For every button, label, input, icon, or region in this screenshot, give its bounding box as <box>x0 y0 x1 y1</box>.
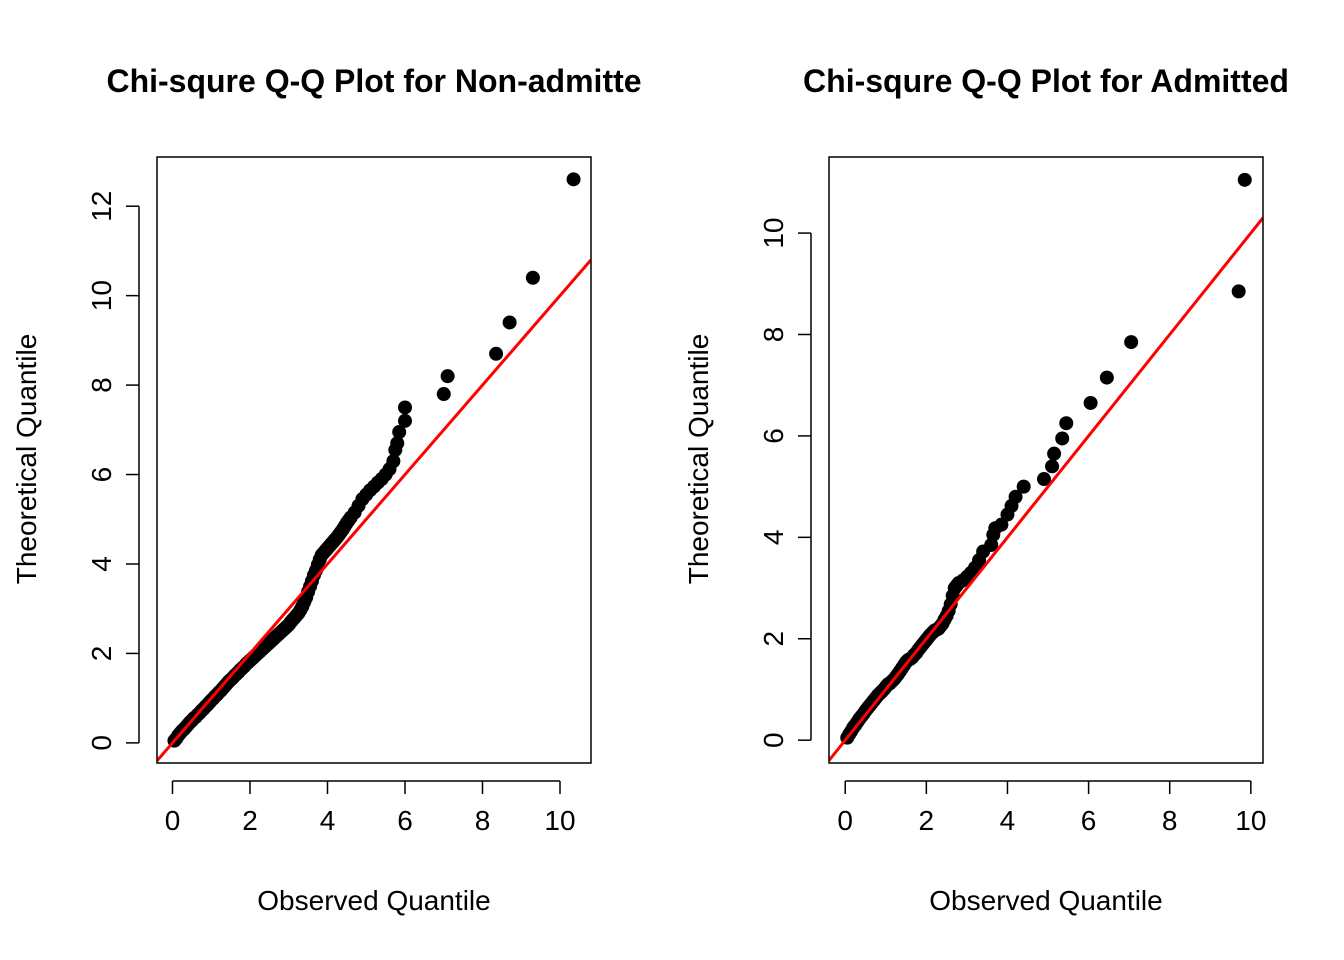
qq-plot-admitted: Chi-squre Q-Q Plot for Admitted 0 2 4 6 8 100… <box>683 63 1289 916</box>
data-point <box>1124 335 1139 350</box>
y-tick-label: 10 <box>86 280 117 311</box>
x-axis: 0 2 4 6 8 10 <box>837 780 1266 836</box>
data-point <box>502 315 517 330</box>
data-point <box>1237 172 1252 187</box>
data-points <box>167 172 581 748</box>
data-point <box>489 346 504 361</box>
data-point <box>566 172 581 187</box>
y-tick-label: 0 <box>86 735 117 751</box>
x-tick-label: 4 <box>1000 805 1016 836</box>
data-point <box>1099 370 1114 385</box>
x-tick-label: 2 <box>919 805 935 836</box>
x-tick-label: 4 <box>320 805 336 836</box>
y-tick-label: 10 <box>758 217 789 248</box>
y-tick-label: 6 <box>758 428 789 444</box>
x-tick-label: 6 <box>397 805 413 836</box>
x-tick-label: 0 <box>837 805 853 836</box>
x-tick-label: 8 <box>475 805 491 836</box>
qq-plot-non-admitted: Chi-squre Q-Q Plot for Non-admitte 0 2 4 6 8… <box>11 63 642 916</box>
y-tick-label: 8 <box>758 327 789 343</box>
data-point <box>1083 395 1098 410</box>
data-point <box>390 436 405 451</box>
y-tick-label: 6 <box>86 467 117 483</box>
y-axis-label: Theoretical Quantile <box>11 334 42 585</box>
reference-line <box>157 258 591 762</box>
chart-title: Chi-squre Q-Q Plot for Admitted <box>803 63 1289 99</box>
y-tick-label: 2 <box>86 646 117 662</box>
x-axis: 0 2 4 6 8 10 <box>165 780 576 836</box>
data-point <box>440 369 455 384</box>
data-point <box>994 517 1009 532</box>
data-point <box>398 400 412 415</box>
y-axis: 0 2 4 6 8 10 12 <box>86 191 140 751</box>
x-tick-label: 10 <box>544 805 575 836</box>
y-tick-label: 2 <box>758 631 789 647</box>
x-tick-label: 2 <box>242 805 258 836</box>
data-point <box>1045 459 1060 474</box>
x-axis-label: Observed Quantile <box>257 885 490 916</box>
x-tick-label: 6 <box>1081 805 1097 836</box>
x-axis-label: Observed Quantile <box>929 885 1162 916</box>
data-point <box>1047 446 1062 461</box>
x-tick-label: 10 <box>1235 805 1266 836</box>
plot-frame <box>828 156 1264 764</box>
chart-title: Chi-squre Q-Q Plot for Non-admitte <box>106 63 641 99</box>
data-point <box>398 413 412 428</box>
data-point <box>1055 431 1070 446</box>
y-tick-label: 0 <box>758 732 789 748</box>
y-tick-label: 12 <box>86 191 117 222</box>
data-point <box>386 454 401 469</box>
plot-frame <box>156 156 592 764</box>
data-point <box>392 425 407 440</box>
data-point <box>1008 489 1023 504</box>
y-axis-label: Theoretical Quantile <box>683 334 714 585</box>
data-point <box>1231 284 1246 299</box>
data-point <box>1059 416 1074 431</box>
y-tick-label: 8 <box>86 377 117 393</box>
x-tick-label: 0 <box>165 805 181 836</box>
y-tick-label: 4 <box>86 556 117 572</box>
data-point <box>525 270 540 285</box>
data-point <box>1016 479 1031 494</box>
x-tick-label: 8 <box>1162 805 1178 836</box>
y-tick-label: 4 <box>758 530 789 546</box>
reference-line <box>829 216 1263 762</box>
data-point <box>436 387 451 402</box>
data-point <box>1036 472 1051 487</box>
y-axis: 0 2 4 6 8 10 <box>758 217 812 748</box>
